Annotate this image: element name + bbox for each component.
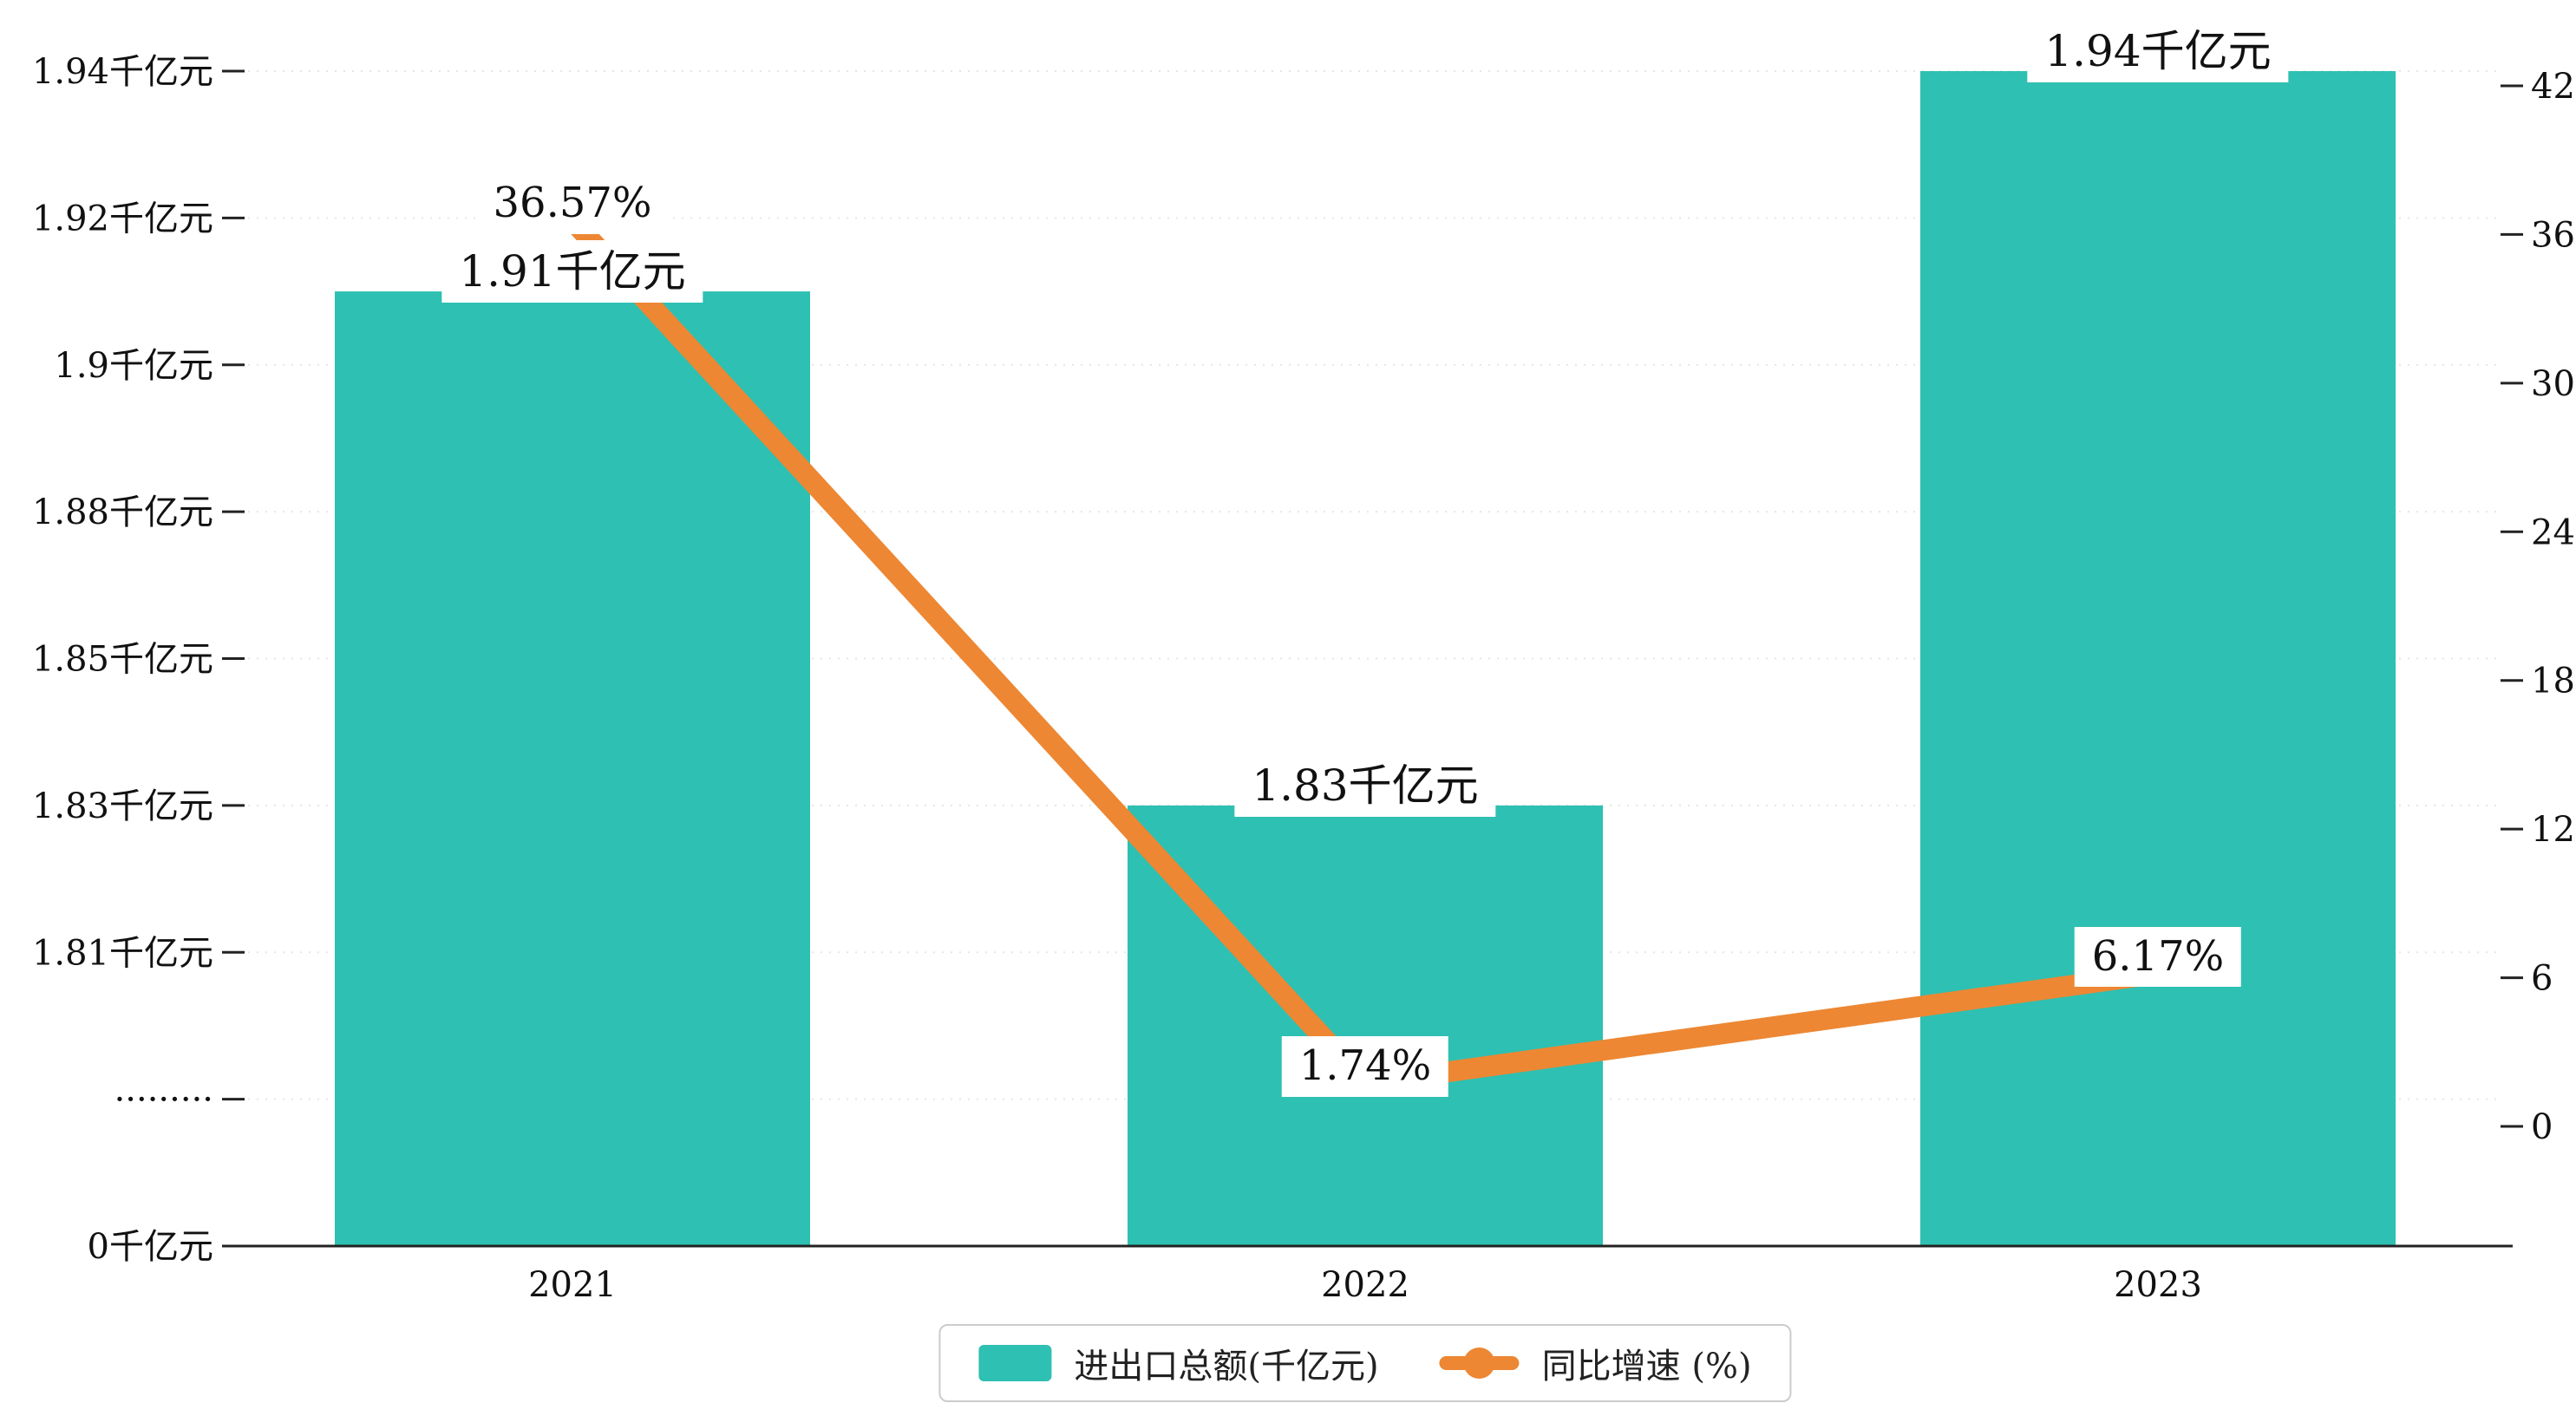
legend-item-line-series[interactable]: 同比增速 (%) [1439, 1338, 1752, 1388]
y-axis-left-tick-label: 0千亿元 [88, 1227, 213, 1267]
line-series-marker-icon [1439, 1347, 1520, 1379]
y-axis-left-tick-label: 1.88千亿元 [32, 493, 213, 532]
bar-value-label-2022: 1.83千亿元 [1234, 754, 1496, 817]
legend-label-line-series: 同比增速 (%) [1541, 1347, 1752, 1387]
bar-2023[interactable] [1920, 71, 2396, 1246]
y-axis-left-tick-label: 1.83千亿元 [32, 786, 213, 826]
legend: 进出口总额(千亿元) 同比增速 (%) [938, 1324, 1792, 1402]
line-marker-dot-icon [1463, 1347, 1495, 1379]
bar-2021[interactable] [335, 291, 810, 1246]
bar-value-label-2021: 1.91千亿元 [441, 240, 703, 303]
line-value-label-2023: 6.17% [2074, 926, 2242, 988]
y-axis-left-tick-label: 1.92千亿元 [32, 199, 213, 238]
y-axis-right-tick-label: 42 [2531, 67, 2575, 107]
y-axis-right-tick-label: 18 [2531, 662, 2575, 701]
line-value-label-2021: 36.57% [475, 173, 670, 234]
y-axis-left-tick-label: ········· [114, 1080, 213, 1120]
y-axis-right-tick-label: 6 [2531, 959, 2553, 999]
x-axis-label-2022: 2022 [1321, 1265, 1409, 1305]
bar-series-swatch-icon [978, 1345, 1052, 1381]
legend-label-bar-series: 进出口总额(千亿元) [1074, 1347, 1379, 1387]
line-value-label-2022: 1.74% [1281, 1036, 1449, 1097]
y-axis-left-tick-label: 1.94千亿元 [32, 52, 213, 92]
y-axis-left-tick-label: 1.9千亿元 [54, 346, 213, 386]
y-axis-right-tick-label: 36 [2531, 215, 2575, 255]
bar-value-label-2023: 1.94千亿元 [2027, 20, 2289, 82]
x-axis-label-2021: 2021 [528, 1265, 617, 1305]
legend-item-bar-series[interactable]: 进出口总额(千亿元) [978, 1338, 1379, 1388]
y-axis-right-tick-label: 12 [2531, 810, 2575, 850]
y-axis-right-tick-label: 30 [2531, 364, 2575, 404]
y-axis-left-tick-label: 1.85千亿元 [32, 640, 213, 680]
bar-2022[interactable] [1128, 805, 1603, 1246]
x-axis-label-2023: 2023 [2114, 1265, 2202, 1305]
y-axis-right-tick-label: 0 [2531, 1107, 2553, 1147]
y-axis-right-tick-label: 24 [2531, 512, 2575, 552]
y-axis-left-tick-label: 1.81千亿元 [32, 933, 213, 973]
